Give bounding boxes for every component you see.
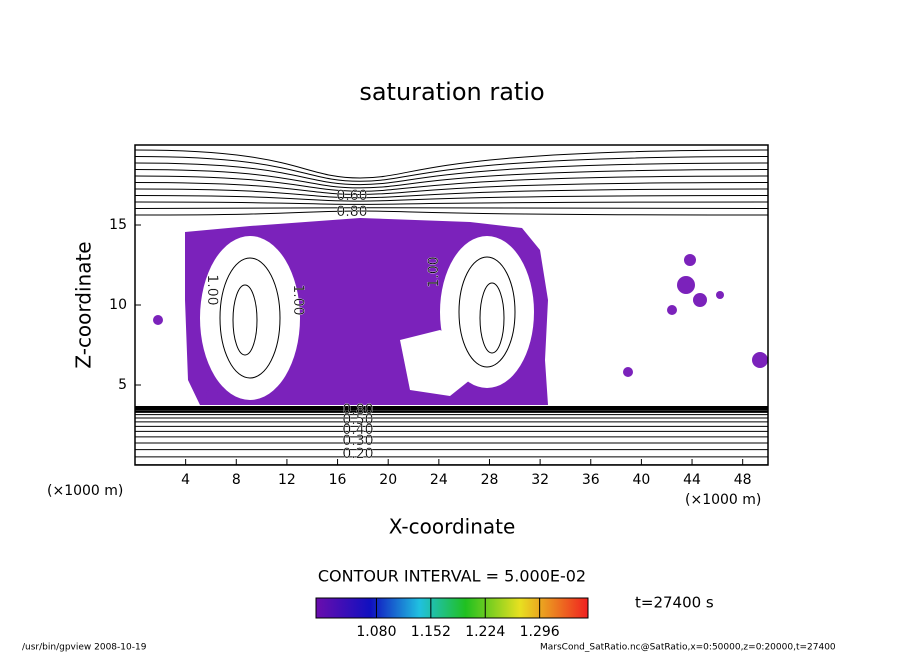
colorbar: [315, 597, 589, 619]
x-axis-label: X-coordinate: [389, 515, 516, 539]
x-tick-label: 16: [329, 472, 347, 488]
colorbar-tick-label: 1.224: [465, 624, 505, 640]
contour-label: 0.60: [336, 188, 367, 204]
footer-left: /usr/bin/gpview 2008-10-19: [22, 643, 147, 653]
contour-line: [135, 175, 768, 192]
filled-region: [206, 389, 218, 401]
x-tick-label: 36: [582, 472, 600, 488]
x-tick-label: 44: [683, 472, 701, 488]
x-tick-label: 20: [379, 472, 397, 488]
contour-label: 0.40: [342, 422, 373, 438]
colorbar-tick-label: 1.296: [520, 624, 560, 640]
footer-right: MarsCond_SatRatio.nc@SatRatio,x=0:50000,…: [540, 643, 836, 653]
x-tick-label: 24: [430, 472, 448, 488]
x-unit: (×1000 m): [685, 492, 761, 508]
x-tick-label: 8: [232, 472, 241, 488]
contour-line: [135, 201, 768, 205]
contour-line: [232, 284, 258, 356]
filled-region: [752, 352, 768, 368]
contour-line: [135, 162, 768, 186]
clear-region: [200, 236, 300, 400]
contour-label: 1.00: [290, 284, 306, 315]
y-unit: (×1000 m): [47, 483, 123, 499]
y-tick-label: 10: [109, 297, 127, 313]
x-tick-label: 40: [632, 472, 650, 488]
x-tick-label: 32: [531, 472, 549, 488]
contour-line: [135, 169, 768, 189]
contour-label: 0.30: [342, 433, 373, 449]
contour-line: [219, 257, 281, 379]
contour-line: [458, 256, 516, 368]
filled-region: [623, 367, 633, 377]
x-tick-label: 4: [181, 472, 190, 488]
y-tick-label: 5: [118, 377, 127, 393]
y-tick-label: 15: [109, 217, 127, 233]
colorbar-tick-label: 1.152: [411, 624, 451, 640]
filled-region: [684, 254, 696, 266]
time-label: t=27400 s: [635, 594, 714, 612]
contour-line: [135, 149, 768, 179]
filled-region: [716, 291, 724, 299]
clear-region: [400, 330, 470, 396]
contour-label: 0.80: [342, 402, 373, 418]
chart-title: saturation ratio: [359, 78, 544, 106]
contour-line: [135, 182, 768, 196]
contour-line: [135, 210, 768, 216]
x-tick-label: 12: [278, 472, 296, 488]
y-axis-label: Z-coordinate: [72, 241, 96, 368]
plot-area: 0.600.801.00 1.001.000.800.500.400.300.20: [135, 149, 768, 465]
contour-label: 1.00: [204, 274, 220, 305]
contour-label: 1.00: [426, 256, 442, 287]
contour-line: [479, 282, 505, 354]
filled-region: [677, 276, 695, 294]
filled-region: [153, 315, 163, 325]
contour-interval: CONTOUR INTERVAL = 5.000E-02: [318, 567, 586, 586]
contour-line: [135, 195, 768, 202]
x-tick-label: 28: [481, 472, 499, 488]
contour-label: 0.20: [342, 446, 373, 462]
filled-region: [667, 305, 677, 315]
contour-label: 0.50: [342, 412, 373, 428]
contour-line: [135, 188, 768, 199]
filled-region: [693, 293, 707, 307]
contour-line: [135, 156, 768, 182]
colorbar-tick-label: 1.080: [356, 624, 396, 640]
x-tick-label: 48: [734, 472, 752, 488]
contour-line: [135, 207, 768, 209]
contour-label: 0.80: [336, 204, 367, 220]
